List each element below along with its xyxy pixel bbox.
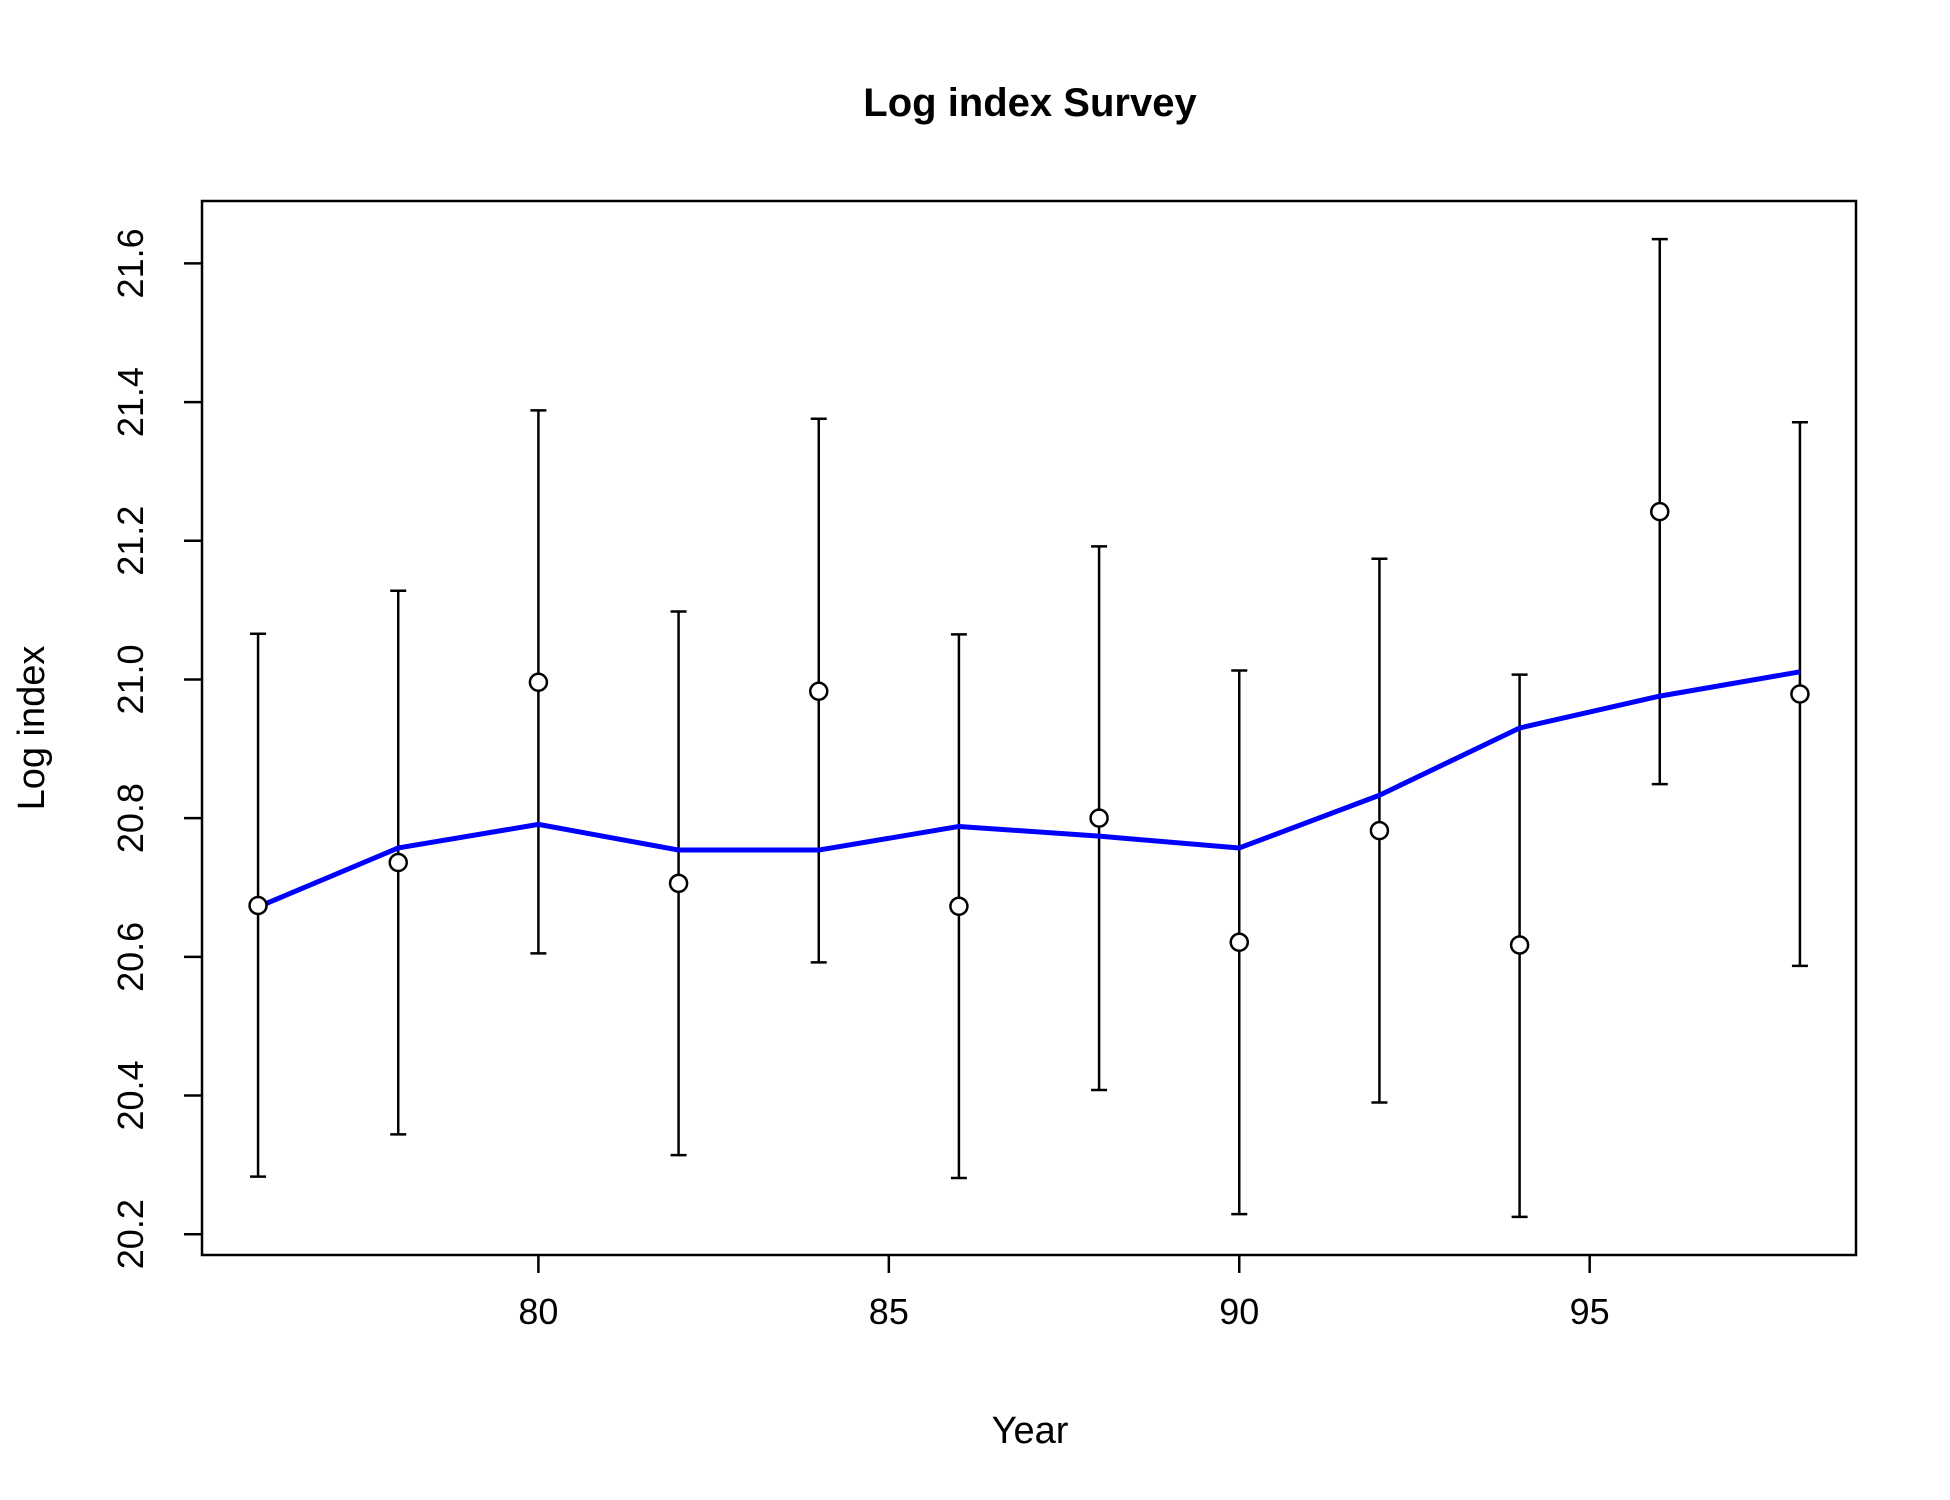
data-point <box>388 852 408 873</box>
y-tick-label: 21.4 <box>110 367 151 437</box>
data-point <box>1369 820 1390 841</box>
x-tick-label: 85 <box>869 1291 909 1332</box>
x-tick-label: 95 <box>1570 1291 1610 1332</box>
fitted-line <box>257 669 1801 910</box>
data-point <box>808 681 829 701</box>
x-axis: 80 85 90 95 <box>518 1255 1610 1332</box>
data-point <box>1229 932 1250 953</box>
plot-frame <box>200 199 1858 1257</box>
y-tick-label: 21.6 <box>110 228 151 298</box>
data-point <box>668 873 689 894</box>
y-tick-label: 21.2 <box>110 506 151 576</box>
data-point <box>528 672 549 692</box>
data-point <box>248 895 268 916</box>
x-tick-label: 90 <box>1219 1291 1259 1332</box>
y-tick-label: 20.2 <box>110 1199 151 1269</box>
y-tick-label: 20.4 <box>110 1060 151 1130</box>
data-point <box>1509 935 1530 955</box>
y-tick-label: 20.8 <box>110 783 151 853</box>
plot-area <box>200 199 1858 1257</box>
y-tick-label: 21.0 <box>110 644 151 714</box>
data-point <box>949 896 969 916</box>
x-tick-label: 80 <box>518 1291 558 1332</box>
y-axis-label: Log index <box>11 646 53 811</box>
data-point <box>1650 501 1670 522</box>
chart-title: Log index Survey <box>863 81 1197 125</box>
x-axis-label: Year <box>992 1410 1069 1452</box>
data-point <box>1790 684 1810 704</box>
data-point <box>1089 808 1109 828</box>
y-tick-label: 20.6 <box>110 922 151 992</box>
y-axis: 20.2 20.4 20.6 20.8 21.0 21.2 21.4 21.6 <box>110 228 202 1269</box>
